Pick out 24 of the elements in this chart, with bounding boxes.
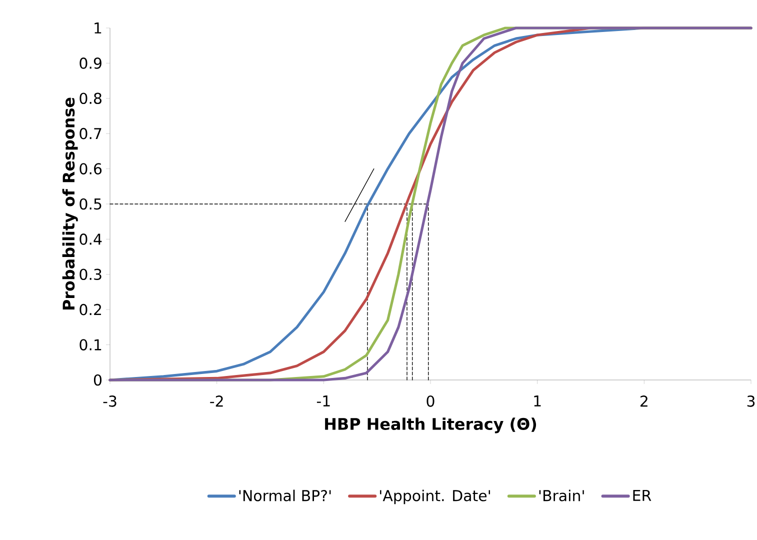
legend-label: 'Appoint. Date' [380, 490, 490, 504]
x-axis-title: HBP Health Literacy (Θ) [325, 418, 536, 434]
legend-label: 'Normal BP?' [239, 490, 331, 502]
x-tick-label: 1 [534, 396, 541, 406]
x-tick-label: 2 [640, 396, 648, 407]
y-tick-label: 0.4 [80, 234, 102, 245]
y-axis-title: Probability of Response [62, 98, 78, 310]
y-tick-label: 0.6 [80, 163, 102, 174]
y-tick-label: 0.9 [80, 58, 102, 69]
x-tick-label: 0 [426, 396, 434, 407]
y-tick-label: 0.3 [80, 268, 102, 280]
y-tick-label: 1 [94, 22, 102, 34]
x-tick-label: -1 [316, 396, 330, 406]
y-tick-label: 0.2 [80, 304, 101, 316]
y-tick-label: 0 [94, 374, 102, 386]
x-tick-label: -2 [210, 396, 223, 407]
legend-label: ER [633, 490, 652, 501]
y-tick-label: 0.8 [80, 92, 102, 104]
legend-label: 'Brain' [539, 490, 584, 502]
x-tick-label: -3 [103, 396, 116, 407]
y-tick-label: 0.7 [80, 128, 102, 140]
y-tick-label: 0.5 [80, 198, 102, 210]
y-tick-label: 0.1 [80, 339, 102, 350]
x-tick-label: 3 [747, 396, 755, 407]
